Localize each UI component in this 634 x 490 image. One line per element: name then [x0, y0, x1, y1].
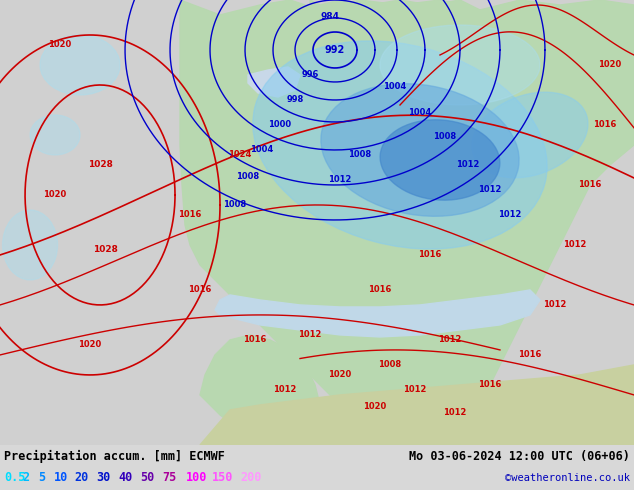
Text: 0.5: 0.5: [4, 471, 25, 485]
Text: 1020: 1020: [43, 191, 67, 199]
Text: 1008: 1008: [236, 172, 259, 181]
Polygon shape: [310, 0, 495, 115]
Text: 1028: 1028: [93, 245, 117, 254]
Text: 1008: 1008: [223, 200, 247, 209]
Text: 1004: 1004: [408, 108, 432, 118]
Text: 1000: 1000: [268, 121, 292, 129]
Text: 100: 100: [186, 471, 207, 485]
Text: 1016: 1016: [518, 350, 541, 360]
Text: Precipitation accum. [mm] ECMWF: Precipitation accum. [mm] ECMWF: [4, 450, 225, 464]
Text: 1008: 1008: [378, 361, 401, 369]
Text: 1020: 1020: [328, 370, 352, 379]
Polygon shape: [248, 67, 300, 97]
Ellipse shape: [253, 41, 547, 249]
Text: 2: 2: [22, 471, 29, 485]
Text: 998: 998: [287, 96, 304, 104]
Text: 1016: 1016: [478, 380, 501, 390]
Text: 1012: 1012: [403, 386, 427, 394]
Ellipse shape: [321, 84, 519, 216]
Polygon shape: [180, 0, 634, 445]
Text: 1016: 1016: [368, 286, 392, 294]
Text: 1012: 1012: [273, 386, 297, 394]
Ellipse shape: [380, 120, 500, 200]
Ellipse shape: [380, 25, 540, 105]
Text: 1012: 1012: [478, 186, 501, 195]
Text: 1012: 1012: [456, 160, 480, 170]
Text: 50: 50: [140, 471, 154, 485]
Text: 75: 75: [162, 471, 176, 485]
Text: 5: 5: [38, 471, 45, 485]
Text: 1016: 1016: [178, 211, 202, 220]
Text: 1020: 1020: [598, 60, 621, 70]
Text: 200: 200: [240, 471, 261, 485]
Polygon shape: [215, 290, 540, 337]
Text: Mo 03-06-2024 12:00 UTC (06+06): Mo 03-06-2024 12:00 UTC (06+06): [409, 450, 630, 464]
Text: 150: 150: [212, 471, 233, 485]
Text: 1004: 1004: [384, 82, 406, 92]
Text: 10: 10: [54, 471, 68, 485]
Ellipse shape: [472, 92, 588, 178]
Text: 1012: 1012: [443, 409, 467, 417]
Polygon shape: [200, 365, 634, 445]
Text: 1016: 1016: [593, 121, 617, 129]
Text: 1012: 1012: [498, 211, 522, 220]
Text: 40: 40: [118, 471, 133, 485]
Text: 30: 30: [96, 471, 110, 485]
Text: 1012: 1012: [543, 300, 567, 310]
Text: 984: 984: [321, 13, 339, 22]
Ellipse shape: [30, 115, 80, 155]
Polygon shape: [200, 63, 218, 93]
Text: ©weatheronline.co.uk: ©weatheronline.co.uk: [505, 473, 630, 483]
Text: 1020: 1020: [48, 41, 72, 49]
Text: 992: 992: [325, 45, 345, 55]
Text: 1012: 1012: [328, 175, 352, 184]
Ellipse shape: [40, 35, 120, 95]
Text: 1012: 1012: [563, 241, 586, 249]
Text: 1008: 1008: [434, 132, 456, 142]
Text: 1020: 1020: [363, 402, 387, 412]
Text: 1024: 1024: [228, 150, 252, 159]
Polygon shape: [200, 335, 320, 445]
Text: 1016: 1016: [243, 336, 267, 344]
Text: 996: 996: [301, 71, 319, 79]
Text: 1012: 1012: [299, 330, 321, 340]
Polygon shape: [212, 50, 240, 105]
Text: 1012: 1012: [438, 336, 462, 344]
Text: 20: 20: [74, 471, 88, 485]
Text: 1028: 1028: [87, 160, 112, 170]
Text: 1016: 1016: [188, 286, 212, 294]
Text: 1020: 1020: [79, 341, 101, 349]
Text: 1016: 1016: [578, 180, 602, 190]
Text: 1016: 1016: [418, 250, 442, 259]
Text: 1004: 1004: [250, 146, 274, 154]
Ellipse shape: [3, 210, 58, 280]
Text: 1008: 1008: [349, 150, 372, 159]
